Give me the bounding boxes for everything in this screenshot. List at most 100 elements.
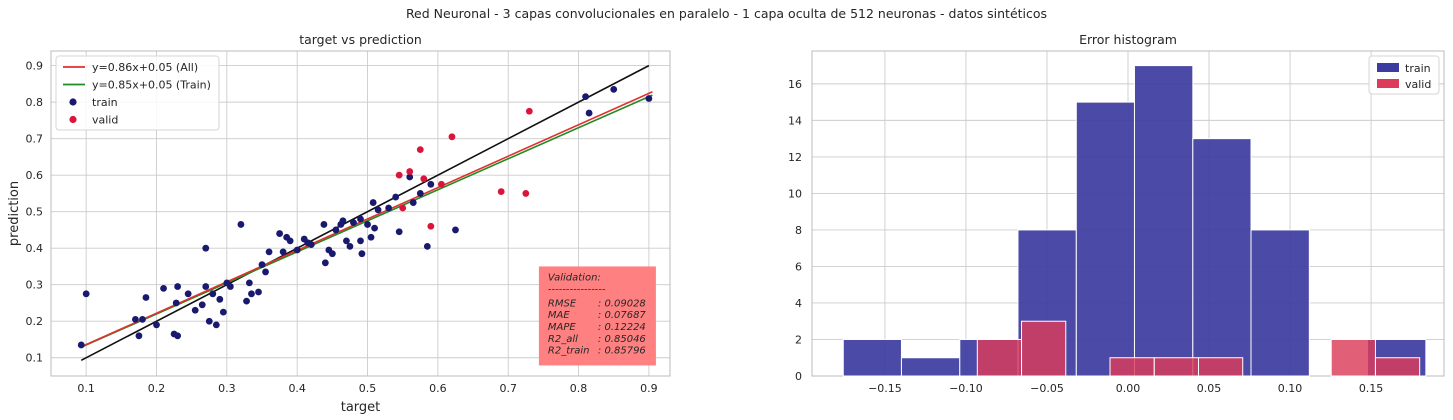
- y-tick-label: 0.1: [26, 352, 44, 365]
- valid-point: [522, 190, 530, 197]
- x-tick-label: 0.05: [1197, 382, 1222, 395]
- x-tick-label: 0.3: [218, 382, 236, 395]
- train-bar: [1250, 229, 1310, 377]
- metric-value: : 0.85796: [598, 346, 646, 357]
- legend-swatch: [1377, 63, 1399, 72]
- y-tick-label: 0.3: [26, 279, 44, 292]
- train-point: [262, 268, 269, 276]
- train-point: [286, 237, 294, 245]
- train-point: [237, 221, 245, 228]
- train-point: [395, 228, 403, 236]
- train-point: [135, 332, 143, 340]
- train-point: [610, 85, 618, 93]
- x-tick-label: 0.8: [570, 382, 588, 395]
- train-bar: [842, 338, 902, 377]
- metrics-box: Validation:---------------- RMSE: 0.09028…: [538, 266, 656, 366]
- legend-label: valid: [92, 114, 118, 127]
- x-tick-label: 0.6: [429, 382, 447, 395]
- legend-swatch: [1377, 79, 1399, 88]
- train-point: [139, 315, 146, 323]
- train-point: [409, 199, 417, 206]
- x-tick-label: −0.05: [1030, 382, 1064, 395]
- valid-point: [420, 175, 428, 183]
- valid-bar: [1330, 338, 1376, 377]
- train-point: [219, 308, 227, 316]
- train-point: [406, 173, 414, 181]
- train-point: [279, 248, 287, 256]
- train-point: [374, 206, 382, 214]
- train-point: [153, 321, 160, 329]
- train-point: [585, 109, 593, 117]
- legend-label: train: [1405, 62, 1431, 75]
- valid-point: [406, 168, 414, 175]
- legend-frame: [55, 55, 220, 131]
- train-point: [77, 341, 85, 349]
- train-point: [357, 215, 364, 223]
- train-point: [255, 288, 262, 296]
- y-tick-label: 0.6: [26, 169, 44, 182]
- train-point: [293, 246, 301, 254]
- x-tick-label: −0.10: [949, 382, 983, 395]
- train-point: [172, 299, 180, 307]
- metrics-background: [538, 266, 656, 366]
- x-axis-label: target: [341, 400, 381, 415]
- train-point: [427, 180, 435, 188]
- scatter-title: target vs prediction: [299, 32, 422, 47]
- train-point: [216, 295, 224, 303]
- legend-dot-swatch: [69, 115, 77, 124]
- y-tick-label: 0: [795, 370, 802, 383]
- valid-bar: [976, 338, 1023, 377]
- train-point: [209, 290, 217, 298]
- train-point: [82, 290, 90, 298]
- train-point: [174, 332, 182, 340]
- x-tick-label: −0.15: [868, 382, 902, 395]
- valid-point: [497, 188, 505, 195]
- scatter-legend: y=0.86x+0.05 (All) y=0.85x+0.05 (Train) tr…: [55, 55, 220, 131]
- legend-label: y=0.85x+0.05 (Train): [92, 79, 211, 92]
- plot-frame: [50, 50, 671, 377]
- train-bar: [1133, 65, 1194, 377]
- y-tick-label: 0.2: [26, 315, 44, 328]
- train-point: [202, 244, 210, 252]
- metric-value: : 0.07687: [598, 310, 647, 321]
- x-tick-label: 0.2: [148, 382, 166, 395]
- train-point: [191, 306, 199, 314]
- metrics-header: Validation:: [548, 272, 601, 283]
- x-tick-label: 0.4: [288, 382, 306, 395]
- train-point: [226, 283, 234, 290]
- train-point: [350, 219, 357, 227]
- valid-bar: [1153, 357, 1199, 377]
- train-point: [202, 283, 210, 290]
- figure-suptitle: Red Neuronal - 3 capas convolucionales e…: [405, 6, 1048, 21]
- y-axis-label: prediction: [7, 181, 22, 246]
- train-point: [243, 297, 250, 305]
- train-point: [258, 261, 266, 269]
- y-tick-label: 6: [795, 260, 802, 273]
- valid-point: [448, 133, 456, 141]
- train-bar: [900, 357, 961, 377]
- train-point: [212, 321, 220, 329]
- train-point: [328, 250, 336, 258]
- x-tick-label: 0.15: [1359, 382, 1384, 395]
- metrics-separator: ----------------: [548, 284, 606, 295]
- train-point: [205, 317, 213, 325]
- train-point: [452, 226, 459, 234]
- train-point: [582, 93, 589, 101]
- metric-name: R2_all: [548, 334, 578, 345]
- y-tick-label: 12: [788, 151, 802, 164]
- train-bar: [1075, 101, 1135, 377]
- train-point: [645, 95, 653, 102]
- train-point: [320, 221, 328, 228]
- metric-value: : 0.12224: [598, 322, 646, 333]
- y-tick-label: 0.7: [26, 133, 44, 146]
- valid-bar: [1021, 320, 1067, 377]
- train-point: [367, 233, 375, 241]
- legend-label: train: [92, 96, 118, 109]
- x-tick-label: 0.5: [359, 382, 377, 395]
- train-point: [265, 248, 273, 256]
- train-point: [276, 230, 284, 237]
- metric-name: MAPE: [548, 322, 576, 333]
- histogram-legend: train valid: [1368, 55, 1440, 95]
- train-point: [346, 242, 354, 250]
